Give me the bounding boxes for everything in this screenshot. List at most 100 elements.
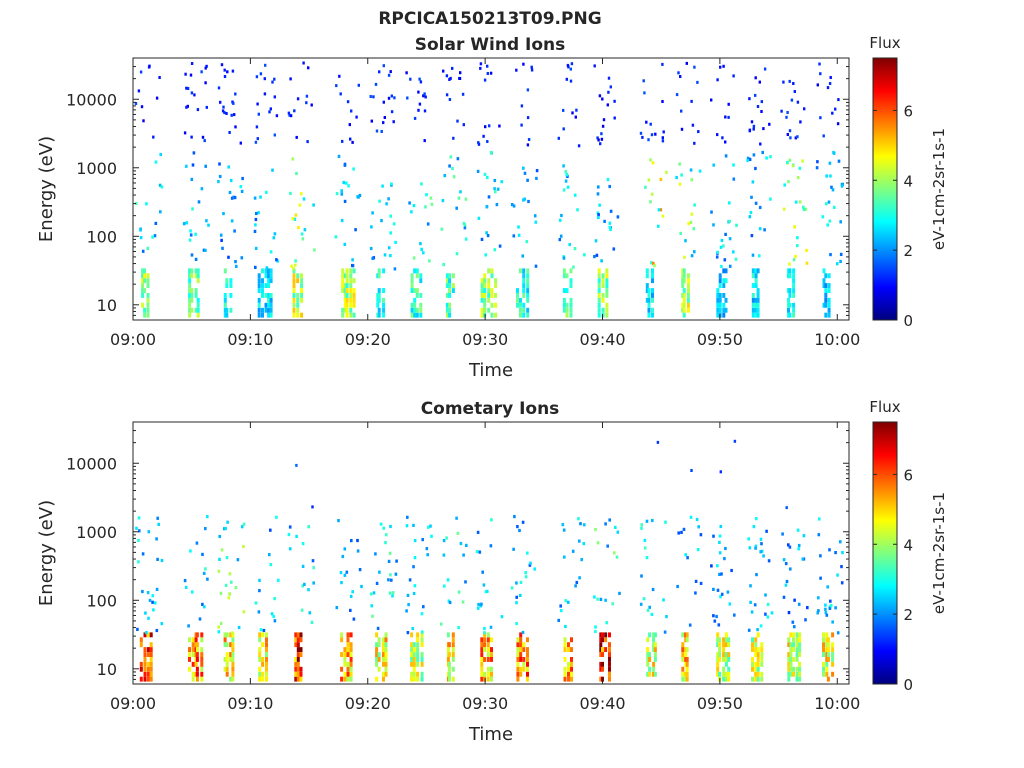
flux-pixel [377,652,381,657]
flux-pixel [594,527,597,532]
flux-pixel [559,604,562,608]
x-tick-label: 09:30 [462,330,508,349]
flux-pixel [605,621,608,625]
flux-pixel [191,637,195,643]
flux-pixel [258,637,262,643]
flux-pixel [682,527,686,531]
flux-pixel [229,652,233,657]
flux-pixel [275,114,279,118]
flux-pixel [429,524,432,528]
flux-pixel [151,600,154,604]
flux-pixel [190,62,194,65]
flux-pixel [569,307,573,313]
flux-pixel [792,302,796,308]
flux-pixel [194,307,198,313]
flux-pixel [267,278,271,284]
flux-pixel [718,671,722,677]
flux-pixel [202,248,206,252]
flux-pixel [796,100,800,104]
flux-pixel [200,187,204,191]
flux-pixel [264,63,267,67]
flux-pixel [146,283,150,288]
flux-pixel [231,637,235,643]
flux-pixel [490,293,494,298]
flux-pixel [498,244,502,248]
flux-pixel [792,82,795,85]
flux-pixel [526,116,530,120]
flux-pixel [599,642,603,648]
flux-pixel [754,637,758,643]
flux-pixel [494,293,498,298]
flux-pixel [229,657,233,662]
flux-pixel [718,273,722,279]
flux-pixel [752,153,756,157]
flux-pixel [521,520,525,524]
flux-pixel [427,525,430,529]
flux-pixel [294,657,298,662]
flux-pixel [242,522,246,526]
flux-pixel [522,198,525,202]
flux-pixel [723,557,726,561]
flux-pixel [475,550,479,554]
flux-pixel [597,307,601,313]
flux-pixel [681,283,685,288]
flux-pixel [526,657,529,662]
x-tick-label: 09:10 [227,694,273,713]
flux-pixel [682,273,686,279]
flux-pixel [343,547,347,551]
flux-pixel [726,590,730,594]
flux-pixel [299,676,303,682]
flux-pixel [377,297,381,303]
flux-pixel [420,642,424,648]
flux-pixel [346,632,350,638]
flux-pixel [665,615,668,619]
flux-pixel [487,283,491,288]
flux-pixel [217,630,221,634]
figure-title: RPCICA150213T09.PNG [378,9,601,29]
flux-pixel [196,108,200,112]
flux-pixel [257,278,261,284]
flux-pixel [227,255,230,259]
flux-pixel [146,671,150,677]
flux-pixel [792,657,795,662]
flux-pixel [349,632,353,638]
flux-pixel [601,647,604,652]
flux-pixel [759,624,763,628]
flux-pixel [200,637,204,643]
flux-pixel [519,652,523,657]
flux-pixel [225,278,229,284]
flux-pixel [349,652,353,657]
flux-pixel [516,525,519,529]
flux-pixel [223,666,227,672]
flux-pixel [724,546,727,551]
flux-pixel [785,579,789,584]
flux-pixel [803,107,806,111]
flux-pixel [375,676,379,682]
flux-pixel [143,666,147,672]
flux-pixel [500,180,503,184]
flux-pixel [513,515,516,519]
flux-pixel [151,235,154,239]
flux-pixel [191,163,195,167]
flux-pixel [594,239,598,243]
flux-pixel [231,69,235,73]
flux-pixel [806,606,809,610]
flux-pixel [763,67,767,71]
flux-pixel [254,265,257,269]
flux-pixel [724,652,728,657]
flux-pixel [517,233,521,237]
flux-pixel [756,297,760,303]
flux-pixel [146,246,150,250]
flux-pixel [448,164,451,168]
flux-pixel [382,312,386,318]
flux-pixel [716,661,720,667]
flux-pixel [345,283,349,288]
flux-pixel [419,273,423,279]
flux-pixel [830,185,833,189]
flux-pixel [255,75,259,79]
flux-pixel [456,119,459,123]
flux-pixel [792,666,795,672]
flux-pixel [646,652,650,657]
flux-pixel [352,293,356,298]
flux-pixel [204,567,207,571]
